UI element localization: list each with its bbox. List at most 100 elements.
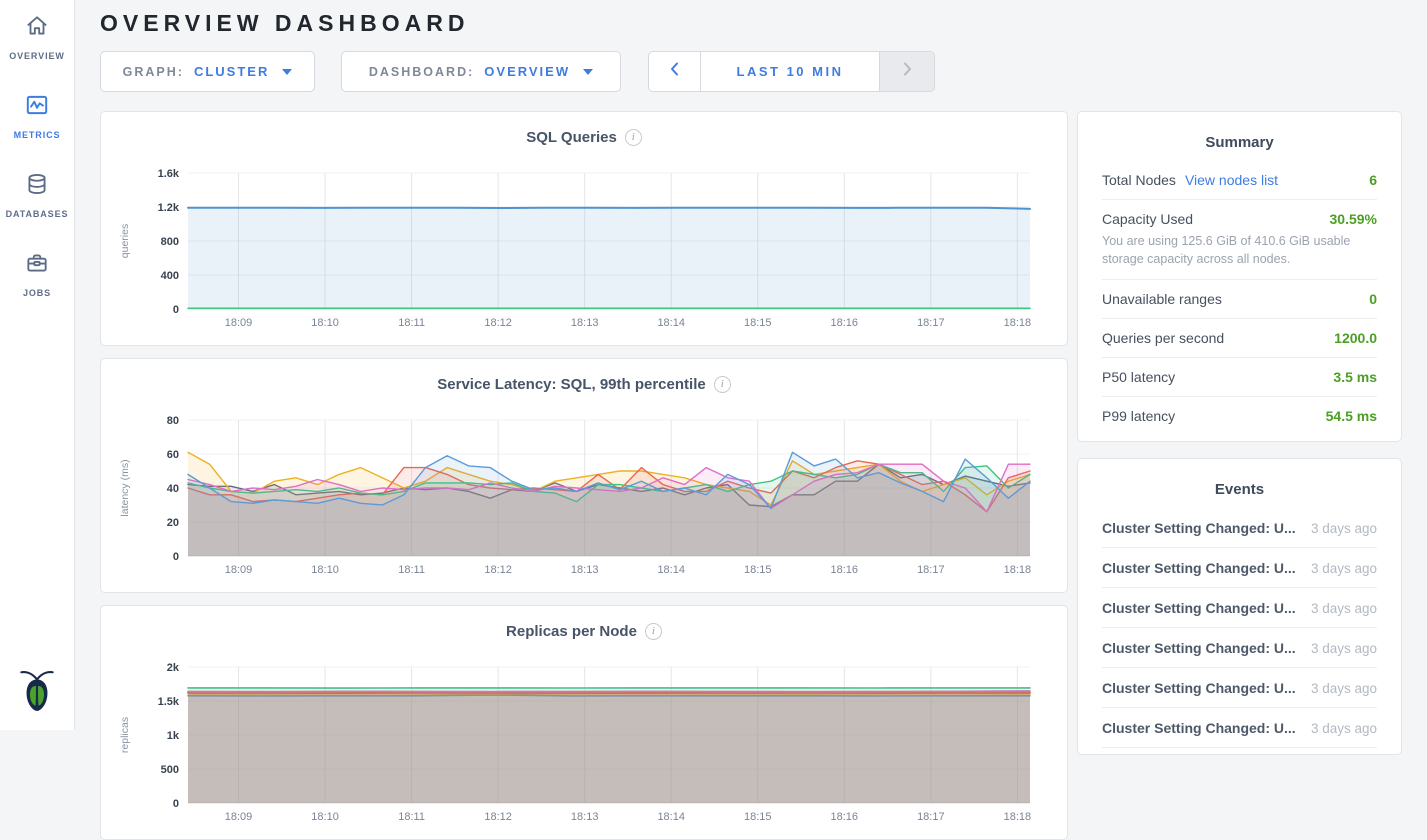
chart-card-service-latency: Service Latency: SQL, 99th percentile i … bbox=[100, 358, 1068, 593]
chart-title: Service Latency: SQL, 99th percentile bbox=[437, 375, 706, 393]
svg-text:18:14: 18:14 bbox=[657, 564, 685, 576]
event-time: 3 days ago bbox=[1310, 640, 1377, 656]
svg-text:18:15: 18:15 bbox=[744, 811, 772, 823]
svg-text:18:17: 18:17 bbox=[917, 811, 945, 823]
chevron-right-icon bbox=[903, 62, 912, 81]
sidebar-item-label: METRICS bbox=[13, 130, 61, 140]
svg-text:1k: 1k bbox=[167, 730, 180, 742]
dashboard-content: SQL Queries i 0 400 800 1.2k 1.6k 18:09 18:10 1… bbox=[100, 111, 1427, 840]
summary-row-value: 1200.0 bbox=[1334, 330, 1377, 347]
chevron-down-icon bbox=[282, 68, 293, 75]
charts-column: SQL Queries i 0 400 800 1.2k 1.6k 18:09 18:10 1… bbox=[100, 111, 1068, 840]
svg-text:queries: queries bbox=[119, 224, 131, 258]
svg-text:18:15: 18:15 bbox=[744, 317, 772, 329]
svg-text:0: 0 bbox=[173, 798, 179, 810]
graph-dropdown-label: GRAPH: bbox=[122, 64, 184, 79]
event-text: Cluster Setting Changed: U... bbox=[1102, 719, 1296, 736]
replicas-per-node-chart: 0 500 1k 1.5k 2k 18:09 18:10 18:11 18:12 18:13 18:… bbox=[119, 662, 1031, 823]
summary-row: Capacity Used 30.59% You are using 125.6… bbox=[1102, 200, 1377, 281]
svg-text:0: 0 bbox=[173, 304, 179, 316]
summary-row-label: P99 latency bbox=[1102, 408, 1176, 425]
svg-text:500: 500 bbox=[161, 764, 179, 776]
event-text: Cluster Setting Changed: U... bbox=[1102, 639, 1296, 656]
svg-text:18:16: 18:16 bbox=[831, 317, 859, 329]
svg-text:18:09: 18:09 bbox=[225, 564, 253, 576]
view-nodes-link[interactable]: View nodes list bbox=[1184, 172, 1279, 188]
sql-queries-chart: 0 400 800 1.2k 1.6k 18:09 18:10 18:11 18:12 18:13… bbox=[119, 168, 1031, 329]
dashboard-dropdown-value: OVERVIEW bbox=[484, 64, 571, 79]
svg-text:80: 80 bbox=[167, 415, 179, 427]
time-range-prev-button[interactable] bbox=[649, 52, 701, 91]
sidebar-item-databases[interactable]: DATABASES bbox=[6, 171, 69, 219]
event-text: Cluster Setting Changed: U... bbox=[1102, 599, 1296, 616]
event-row: Cluster Setting Changed: U... 3 days ago bbox=[1102, 668, 1377, 709]
summary-panel-title: Summary bbox=[1205, 134, 1274, 151]
summary-row-value: 54.5 ms bbox=[1325, 408, 1377, 425]
svg-text:18:17: 18:17 bbox=[917, 564, 945, 576]
svg-text:18:17: 18:17 bbox=[917, 317, 945, 329]
svg-text:18:09: 18:09 bbox=[225, 811, 253, 823]
svg-text:18:10: 18:10 bbox=[311, 317, 339, 329]
event-text: Cluster Setting Changed: U... bbox=[1102, 679, 1296, 696]
event-text: Cluster Setting Changed: U... bbox=[1102, 519, 1296, 536]
events-panel-title: Events bbox=[1214, 481, 1265, 499]
sidebar-item-label: OVERVIEW bbox=[9, 51, 65, 61]
svg-text:800: 800 bbox=[161, 236, 179, 248]
svg-text:18:13: 18:13 bbox=[571, 564, 599, 576]
chart-card-replicas-per-node: Replicas per Node i 0 500 1k 1.5k 2k 18:09 18:… bbox=[100, 605, 1068, 840]
chart-card-sql-queries: SQL Queries i 0 400 800 1.2k 1.6k 18:09 18:10 1… bbox=[100, 111, 1068, 346]
sidebar-item-jobs[interactable]: JOBS bbox=[23, 250, 51, 298]
event-text: Cluster Setting Changed: U... bbox=[1102, 559, 1296, 576]
time-range-next-button[interactable] bbox=[879, 52, 934, 91]
sidebar-item-overview[interactable]: OVERVIEW bbox=[9, 13, 65, 61]
summary-row-value: 0 bbox=[1369, 291, 1377, 308]
info-icon[interactable]: i bbox=[644, 622, 662, 640]
summary-panel: Summary Total Nodes View nodes list 6 Ca… bbox=[1077, 111, 1402, 443]
svg-text:latency (ms): latency (ms) bbox=[119, 459, 131, 516]
svg-text:1.2k: 1.2k bbox=[158, 202, 180, 214]
chevron-down-icon bbox=[583, 68, 594, 75]
summary-row-value: 6 bbox=[1369, 172, 1377, 188]
svg-text:1.6k: 1.6k bbox=[158, 168, 180, 180]
svg-text:400: 400 bbox=[161, 270, 179, 282]
cockroachdb-logo[interactable] bbox=[18, 667, 56, 718]
event-row: Cluster Setting Changed: U... 3 days ago bbox=[1102, 548, 1377, 589]
event-row: Cluster Setting Changed: U... 3 days ago bbox=[1102, 588, 1377, 629]
svg-text:18:13: 18:13 bbox=[571, 317, 599, 329]
svg-text:20: 20 bbox=[167, 517, 179, 529]
event-time: 3 days ago bbox=[1310, 520, 1377, 536]
svg-text:18:16: 18:16 bbox=[831, 564, 859, 576]
event-time: 3 days ago bbox=[1310, 560, 1377, 576]
svg-text:18:10: 18:10 bbox=[311, 811, 339, 823]
metrics-icon bbox=[24, 92, 50, 123]
info-icon[interactable]: i bbox=[624, 128, 642, 146]
svg-text:18:13: 18:13 bbox=[571, 811, 599, 823]
summary-row-label: Unavailable ranges bbox=[1102, 291, 1222, 308]
main-content: OVERVIEW DASHBOARD GRAPH: CLUSTER DASHBO… bbox=[75, 0, 1427, 840]
summary-row-label: Total Nodes bbox=[1102, 172, 1176, 188]
svg-text:18:18: 18:18 bbox=[1004, 564, 1032, 576]
sidebar-item-metrics[interactable]: METRICS bbox=[14, 92, 61, 140]
svg-text:40: 40 bbox=[167, 483, 179, 495]
svg-text:18:12: 18:12 bbox=[484, 317, 512, 329]
summary-row: Queries per second 1200.0 bbox=[1102, 319, 1377, 359]
svg-text:18:15: 18:15 bbox=[744, 564, 772, 576]
summary-row: Unavailable ranges 0 bbox=[1102, 280, 1377, 320]
summary-row-value: 30.59% bbox=[1329, 211, 1377, 227]
dashboard-dropdown[interactable]: DASHBOARD: OVERVIEW bbox=[341, 51, 621, 92]
sidebar-item-label: JOBS bbox=[22, 288, 52, 298]
event-time: 3 days ago bbox=[1310, 720, 1377, 736]
briefcase-icon bbox=[24, 250, 50, 281]
summary-row-value: 3.5 ms bbox=[1333, 369, 1377, 386]
graph-dropdown[interactable]: GRAPH: CLUSTER bbox=[100, 51, 315, 92]
svg-text:18:12: 18:12 bbox=[484, 811, 512, 823]
svg-text:18:14: 18:14 bbox=[657, 811, 685, 823]
svg-text:1.5k: 1.5k bbox=[158, 696, 180, 708]
info-icon[interactable]: i bbox=[713, 375, 731, 393]
summary-row-label: Queries per second bbox=[1102, 330, 1225, 347]
summary-row-label: Capacity Used bbox=[1102, 211, 1194, 227]
right-column: Summary Total Nodes View nodes list 6 Ca… bbox=[1077, 111, 1402, 756]
event-time: 3 days ago bbox=[1310, 600, 1377, 616]
sidebar-item-label: DATABASES bbox=[5, 209, 69, 219]
events-panel: Events Cluster Setting Changed: U... 3 d… bbox=[1077, 458, 1402, 756]
